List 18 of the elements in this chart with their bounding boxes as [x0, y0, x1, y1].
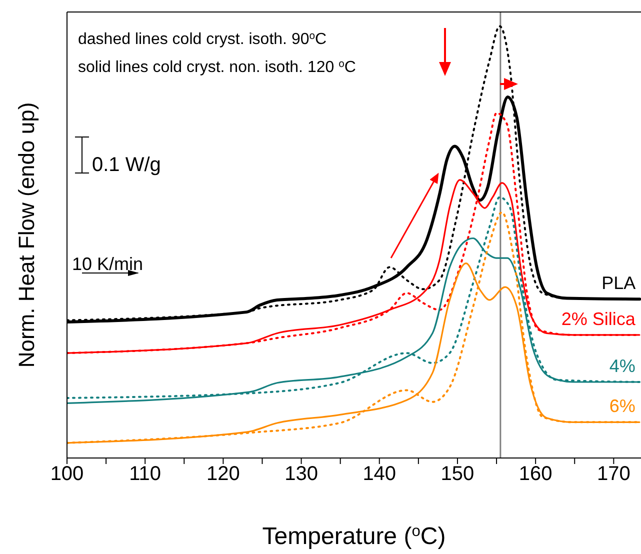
x-axis-title: Temperature ($^{o}$C): [262, 522, 446, 550]
x-tick-label: 120: [206, 463, 240, 486]
annotation: dashed lines cold cryst. isoth. 90$^{o}$C: [78, 30, 327, 48]
series-label: 6%: [609, 396, 636, 416]
series-label: PLA: [602, 273, 636, 294]
x-tick-label: 150: [440, 463, 474, 486]
y-axis-title: Norm. Heat Flow (endo up): [14, 102, 39, 368]
x-tick-label: 140: [362, 463, 396, 486]
series-label: 4%: [609, 356, 636, 376]
x-tick-label: 100: [50, 463, 84, 486]
x-tick-label: 110: [129, 463, 162, 486]
x-tick-label: 170: [596, 463, 630, 486]
series-label: 2% Silica: [561, 308, 636, 329]
annotation: solid lines cold cryst. non. isoth. 120 $^{o}$C: [78, 58, 356, 76]
annotation: 10 K/min: [72, 254, 144, 274]
annotation: 0.1 W/g: [92, 154, 161, 176]
x-tick-label: 130: [284, 463, 318, 486]
x-tick-label: 160: [518, 463, 552, 486]
